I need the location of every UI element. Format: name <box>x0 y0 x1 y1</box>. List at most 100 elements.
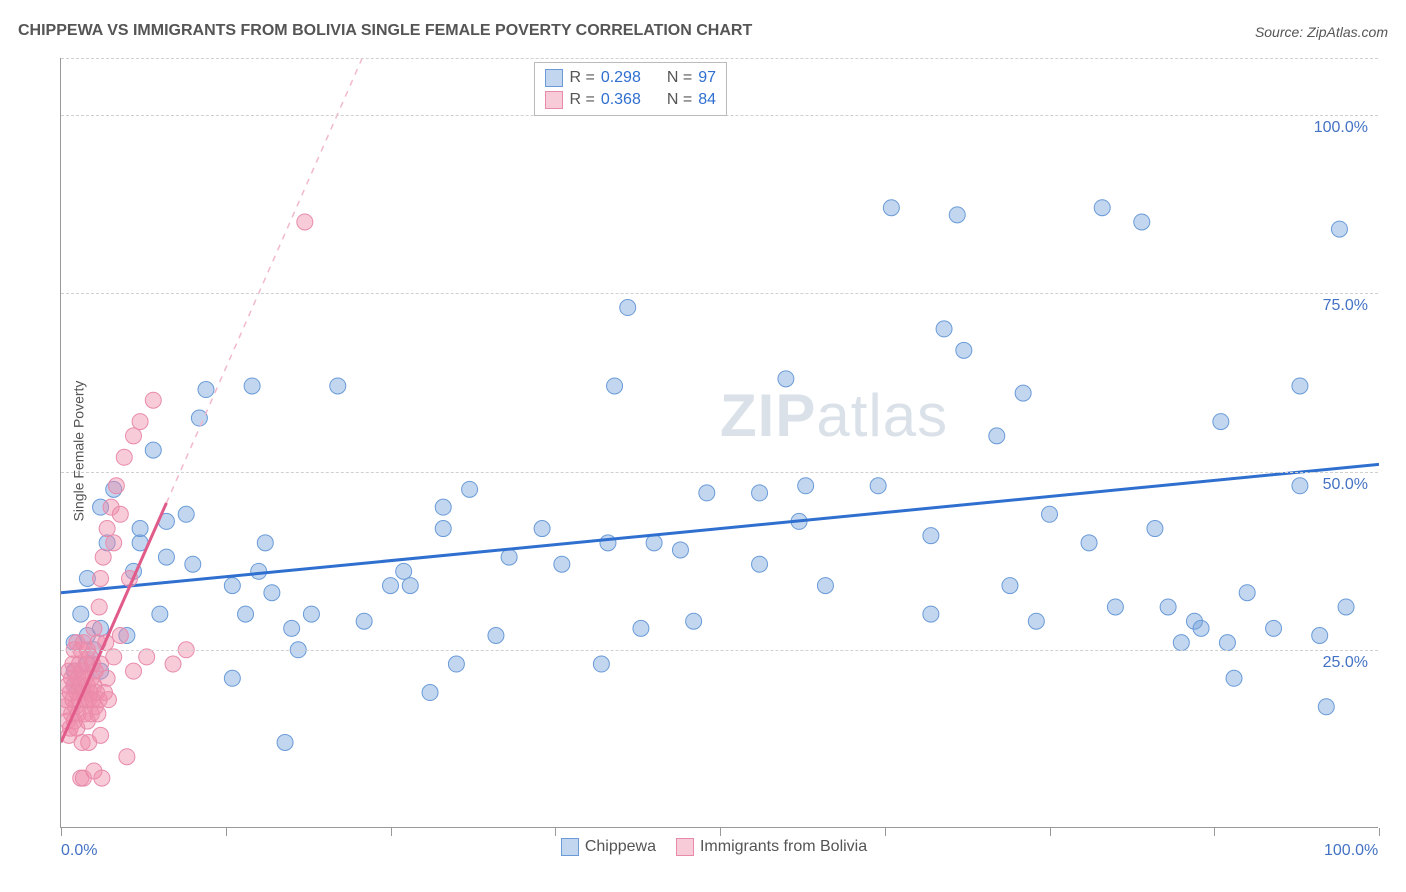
scatter-point <box>422 685 438 701</box>
scatter-point <box>1107 599 1123 615</box>
scatter-point <box>93 499 109 515</box>
scatter-point <box>462 481 478 497</box>
scatter-point <box>1042 506 1058 522</box>
chart-svg <box>61 58 1379 828</box>
scatter-point <box>73 677 89 693</box>
scatter-point <box>83 670 99 686</box>
scatter-point <box>81 734 97 750</box>
scatter-point <box>185 556 201 572</box>
scatter-point <box>64 706 80 722</box>
scatter-point <box>93 727 109 743</box>
scatter-point <box>165 656 181 672</box>
scatter-point <box>923 606 939 622</box>
legend-swatch <box>545 91 563 109</box>
scatter-point <box>1160 599 1176 615</box>
source-label: Source: ZipAtlas.com <box>1255 24 1388 40</box>
scatter-point <box>145 392 161 408</box>
scatter-point <box>402 578 418 594</box>
x-tick-label: 100.0% <box>1324 842 1378 860</box>
scatter-point <box>79 628 95 644</box>
scatter-point <box>69 635 85 651</box>
legend-stats-row: R = 0.298 N = 97 <box>545 67 716 89</box>
scatter-point <box>132 414 148 430</box>
scatter-point <box>1331 221 1347 237</box>
y-tick-label: 25.0% <box>1323 654 1368 672</box>
scatter-point <box>74 663 90 679</box>
scatter-point <box>61 727 77 743</box>
scatter-point <box>93 620 109 636</box>
legend-series-label: Immigrants from Bolivia <box>700 838 867 856</box>
legend-series-item: Chippewa <box>561 838 656 856</box>
scatter-point <box>435 521 451 537</box>
scatter-point <box>86 620 102 636</box>
scatter-point <box>752 556 768 572</box>
scatter-point <box>1292 378 1308 394</box>
scatter-point <box>646 535 662 551</box>
scatter-point <box>79 677 95 693</box>
scatter-point <box>1213 414 1229 430</box>
scatter-point <box>923 528 939 544</box>
scatter-point <box>699 485 715 501</box>
scatter-point <box>93 656 109 672</box>
scatter-point <box>1094 200 1110 216</box>
scatter-point <box>66 635 82 651</box>
scatter-point <box>593 656 609 672</box>
scatter-point <box>61 699 73 715</box>
gridline <box>61 58 1378 59</box>
scatter-point <box>448 656 464 672</box>
scatter-point <box>67 663 83 679</box>
scatter-point <box>71 692 87 708</box>
scatter-point <box>303 606 319 622</box>
scatter-point <box>99 521 115 537</box>
scatter-point <box>65 692 81 708</box>
scatter-point <box>119 749 135 765</box>
scatter-point <box>66 713 82 729</box>
x-tick <box>1379 828 1380 836</box>
scatter-point <box>600 535 616 551</box>
scatter-point <box>949 207 965 223</box>
scatter-point <box>224 578 240 594</box>
x-tick <box>720 828 721 836</box>
scatter-point <box>65 656 81 672</box>
scatter-point <box>383 578 399 594</box>
legend-stats: R = 0.298 N = 97 R = 0.368 N = 84 <box>534 62 727 116</box>
scatter-point <box>791 513 807 529</box>
scatter-point <box>238 606 254 622</box>
scatter-point <box>277 734 293 750</box>
scatter-point <box>70 670 86 686</box>
scatter-point <box>62 685 78 701</box>
legend-R-label: R = <box>569 91 594 109</box>
trend-line <box>61 503 166 743</box>
scatter-point <box>87 699 103 715</box>
scatter-point <box>73 770 89 786</box>
scatter-point <box>95 549 111 565</box>
scatter-point <box>96 685 112 701</box>
scatter-point <box>69 685 85 701</box>
scatter-point <box>85 656 101 672</box>
scatter-point <box>125 663 141 679</box>
scatter-point <box>112 506 128 522</box>
scatter-point <box>435 499 451 515</box>
x-tick <box>555 828 556 836</box>
scatter-point <box>1266 620 1282 636</box>
scatter-point <box>1134 214 1150 230</box>
scatter-point <box>244 378 260 394</box>
scatter-point <box>1002 578 1018 594</box>
chart-title: CHIPPEWA VS IMMIGRANTS FROM BOLIVIA SING… <box>18 22 752 40</box>
legend-swatch <box>561 838 579 856</box>
scatter-point <box>100 692 116 708</box>
scatter-point <box>93 570 109 586</box>
scatter-point <box>87 663 103 679</box>
scatter-point <box>116 449 132 465</box>
legend-swatch <box>545 69 563 87</box>
scatter-point <box>66 677 82 693</box>
scatter-point <box>91 692 107 708</box>
scatter-point <box>1147 521 1163 537</box>
scatter-point <box>78 656 94 672</box>
scatter-point <box>106 535 122 551</box>
scatter-point <box>1186 613 1202 629</box>
scatter-point <box>1226 670 1242 686</box>
scatter-point <box>817 578 833 594</box>
scatter-point <box>61 713 76 729</box>
scatter-point <box>1173 635 1189 651</box>
